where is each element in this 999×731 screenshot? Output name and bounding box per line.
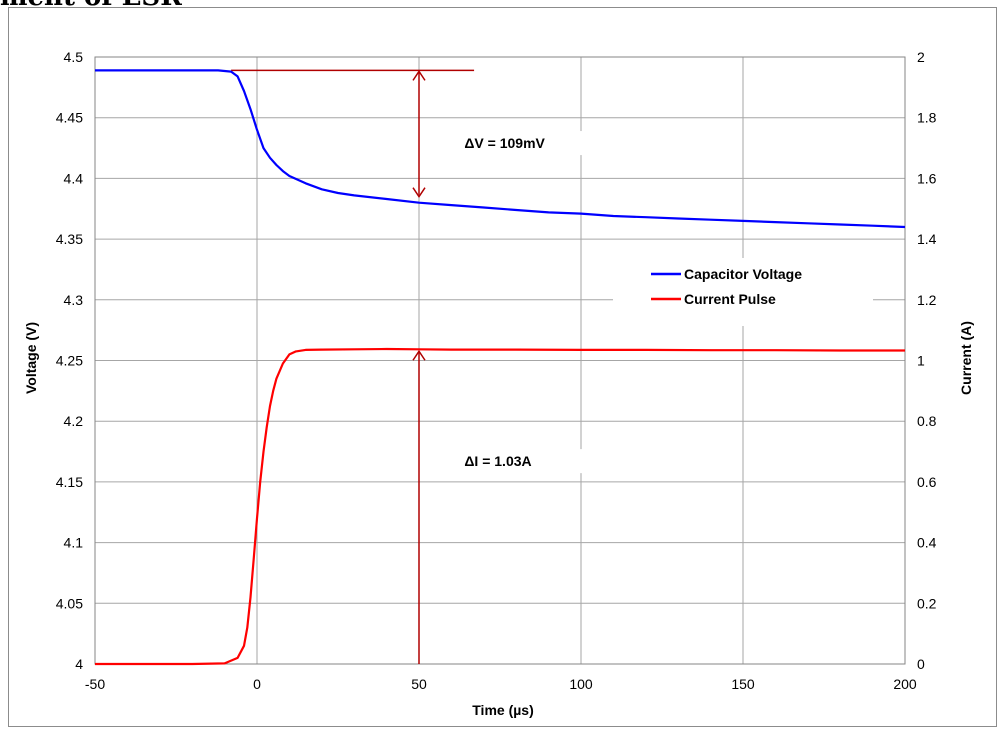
y-axis-title: Voltage (V) — [23, 322, 39, 394]
y2-tick-label: 1 — [917, 353, 925, 369]
legend: Capacitor Voltage Current Pulse — [613, 258, 873, 326]
x-axis-title: Time (µs) — [472, 702, 534, 718]
current-pulse-line — [95, 349, 905, 664]
delta-v-label: ΔV = 109mV — [464, 135, 545, 151]
annotations: ΔV = 109mV ΔI = 1.03A — [458, 131, 588, 473]
y2-tick-label: 2 — [917, 49, 925, 65]
legend-entry: Capacitor Voltage — [684, 266, 802, 282]
y-tick-label: 4.35 — [56, 231, 83, 247]
x-tick-label: -50 — [85, 676, 105, 692]
y-tick-label: 4.05 — [56, 595, 83, 611]
y2-tick-labels: 0 0.2 0.4 0.6 0.8 1 1.2 1.4 1.6 1.8 2 — [917, 49, 937, 672]
legend-entry: Current Pulse — [684, 291, 776, 307]
y-tick-label: 4.2 — [64, 413, 84, 429]
y-tick-label: 4.25 — [56, 353, 83, 369]
x-tick-label: 100 — [569, 676, 593, 692]
y2-tick-label: 1.6 — [917, 170, 937, 186]
y2-tick-label: 0 — [917, 656, 925, 672]
y-tick-label: 4.45 — [56, 110, 83, 126]
y2-tick-label: 0.6 — [917, 474, 937, 490]
x-tick-labels: -50 0 50 100 150 200 — [85, 676, 917, 692]
reference-lines — [231, 70, 474, 664]
y2-tick-label: 0.8 — [917, 413, 937, 429]
delta-i-label: ΔI = 1.03A — [464, 453, 531, 469]
y2-tick-label: 0.4 — [917, 535, 937, 551]
y2-tick-label: 1.4 — [917, 231, 937, 247]
y-tick-label: 4.15 — [56, 474, 83, 490]
y-tick-label: 4.1 — [64, 535, 84, 551]
y-tick-labels: 4 4.05 4.1 4.15 4.2 4.25 4.3 4.35 4.4 4.45 4.5 — [56, 49, 83, 672]
series-lines — [95, 70, 905, 664]
y2-tick-label: 0.2 — [917, 595, 937, 611]
y2-tick-label: 1.8 — [917, 110, 937, 126]
x-tick-label: 150 — [731, 676, 755, 692]
chart: -50 0 50 100 150 200 4 4.05 4.1 4.15 4.2 4.25 4.3 4.… — [9, 8, 996, 726]
y-tick-label: 4.4 — [64, 170, 84, 186]
y-tick-label: 4.5 — [64, 49, 84, 65]
x-tick-label: 0 — [253, 676, 261, 692]
x-tick-label: 200 — [893, 676, 917, 692]
x-tick-label: 50 — [411, 676, 427, 692]
y2-tick-label: 1.2 — [917, 292, 937, 308]
chart-frame: -50 0 50 100 150 200 4 4.05 4.1 4.15 4.2 4.25 4.3 4.… — [8, 7, 997, 727]
y2-axis-title: Current (A) — [958, 321, 974, 395]
y-tick-label: 4 — [75, 656, 83, 672]
y-tick-label: 4.3 — [64, 292, 84, 308]
